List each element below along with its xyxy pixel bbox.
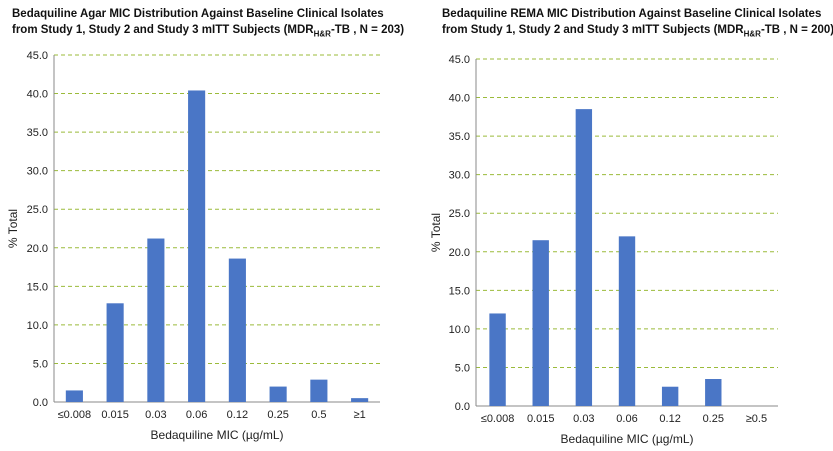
x-axis-title: Bedaquiline MIC (µg/mL) [151, 428, 284, 442]
bar-0 [65, 390, 83, 402]
chart-title-subscript: H&R [743, 29, 761, 39]
bar-4 [228, 258, 246, 402]
bar-4 [661, 386, 679, 406]
x-tick-label: 0.06 [186, 409, 207, 421]
chart-title-line1: Bedaquiline REMA MIC Distribution Agains… [442, 8, 822, 20]
bar-1 [532, 240, 549, 406]
y-tick-label: 45.0 [449, 54, 470, 66]
y-tick-label: 45.0 [27, 50, 48, 62]
y-tick-label: 40.0 [27, 89, 48, 101]
x-tick-label: 0.03 [573, 413, 594, 425]
y-tick-label: 30.0 [27, 166, 48, 178]
chart-title: Bedaquiline REMA MIC Distribution Agains… [418, 6, 833, 42]
y-tick-label: 25.0 [27, 204, 48, 216]
bar-2 [575, 109, 593, 406]
bar-2 [147, 238, 165, 402]
chart-title-subscript: H&R [313, 29, 331, 39]
x-tick-label: ≤0.008 [58, 409, 92, 421]
x-tick-label: ≥0.5 [746, 413, 767, 425]
rema-mic-chart: Bedaquiline REMA MIC Distribution Agains… [418, 0, 833, 451]
bar-5 [269, 386, 287, 402]
x-axis-title: Bedaquiline MIC (µg/mL) [561, 432, 694, 446]
x-tick-label: ≥1 [354, 409, 366, 421]
y-tick-label: 30.0 [449, 170, 470, 182]
agar-mic-chart: Bedaquiline Agar MIC Distribution Agains… [0, 0, 416, 451]
y-tick-label: 10.0 [27, 320, 48, 332]
bar-5 [705, 379, 722, 406]
y-tick-label: 25.0 [449, 208, 470, 220]
y-tick-label: 5.0 [33, 358, 48, 370]
chart-title-line2-pre: from Study 1, Study 2 and Study 3 mITT S… [442, 24, 744, 36]
x-tick-label: 0.015 [527, 413, 555, 425]
rema-mic-plot: 0.0 5.0 10.0 15.0 20.0 25.0 30.0 35.0 40.0 45.0 ≤0… [429, 54, 778, 446]
bar-1 [106, 303, 124, 402]
x-tick-label: 0.12 [659, 413, 680, 425]
bar-0 [489, 313, 506, 406]
x-tick-label: 0.25 [703, 413, 724, 425]
bar-7 [351, 398, 369, 402]
x-tick-label: 0.12 [227, 409, 248, 421]
y-axis-title: % Total [6, 209, 20, 248]
y-tick-label: 0.0 [33, 397, 48, 409]
y-tick-label: 0.0 [455, 401, 470, 413]
y-tick-label: 15.0 [27, 281, 48, 293]
chart-title-line2: from Study 1, Study 2 and Study 3 mITT S… [12, 22, 416, 42]
x-tick-label: 0.25 [267, 409, 288, 421]
y-tick-label: 40.0 [449, 93, 470, 105]
x-tick-label: 0.5 [311, 409, 326, 421]
chart-title-line2-pre: from Study 1, Study 2 and Study 3 mITT S… [12, 24, 314, 36]
y-axis-title: % Total [429, 213, 443, 252]
y-tick-label: 35.0 [449, 131, 470, 143]
bar-3 [188, 90, 206, 403]
chart-title-line2-post: -TB , N = 203) [330, 24, 405, 36]
chart-title-line2-post: -TB , N = 200) [760, 24, 833, 36]
x-tick-label: 0.06 [616, 413, 637, 425]
chart-title-line2: from Study 1, Study 2 and Study 3 mITT S… [442, 22, 833, 42]
x-tick-label: ≤0.008 [481, 413, 515, 425]
y-tick-label: 10.0 [449, 324, 470, 336]
x-tick-label: 0.015 [101, 409, 129, 421]
y-tick-label: 5.0 [455, 362, 470, 374]
y-tick-label: 20.0 [449, 247, 470, 259]
chart-title: Bedaquiline Agar MIC Distribution Agains… [0, 6, 416, 42]
x-tick-label: 0.03 [145, 409, 166, 421]
chart-title-line1: Bedaquiline Agar MIC Distribution Agains… [12, 8, 384, 20]
y-tick-label: 20.0 [27, 243, 48, 255]
bar-3 [618, 236, 636, 406]
agar-mic-plot: 0.0 5.0 10.0 15.0 20.0 25.0 30.0 35.0 40.0 45.0 ≤0… [6, 50, 380, 442]
bar-6 [310, 379, 328, 402]
y-tick-label: 35.0 [27, 127, 48, 139]
y-tick-label: 15.0 [449, 285, 470, 297]
